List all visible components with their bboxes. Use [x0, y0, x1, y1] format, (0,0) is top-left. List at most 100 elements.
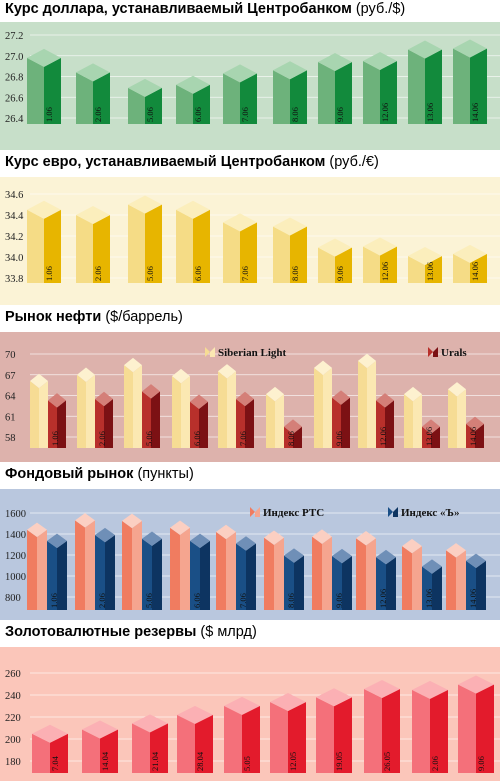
- bar-a-side: [37, 529, 47, 610]
- x-tick-label: 1.06: [44, 266, 54, 281]
- bar-top: [273, 61, 307, 80]
- x-tick-label: 7.06: [240, 107, 250, 122]
- bar-b-front: [466, 423, 475, 448]
- bar-a-side: [133, 365, 142, 448]
- x-tick-label: 13.06: [424, 589, 434, 608]
- bar-a-front: [358, 360, 367, 448]
- bar-group: [75, 513, 115, 610]
- bar-a-front: [170, 527, 180, 610]
- bar-a-top: [77, 367, 95, 382]
- bar-front: [412, 689, 430, 773]
- bar-side: [93, 72, 110, 124]
- bar-group: [128, 78, 162, 124]
- bar-a-front: [312, 536, 322, 610]
- bar-a-front: [266, 394, 275, 448]
- bar-b-top: [236, 391, 254, 407]
- bar-top: [224, 696, 260, 715]
- panel-title: Золотовалютные резервы ($ млрд): [5, 624, 257, 640]
- bar-b-side: [151, 391, 160, 448]
- bar-front: [318, 247, 335, 283]
- bar-top: [76, 206, 110, 224]
- bar-top: [316, 688, 352, 707]
- bar-a-top: [172, 368, 190, 384]
- bar-b-side: [476, 560, 486, 610]
- bar-b-front: [95, 535, 105, 610]
- bar-b-front: [376, 557, 386, 610]
- x-tick-label: 8.06: [290, 266, 300, 281]
- bar-front: [27, 57, 44, 125]
- bar-group: [316, 688, 352, 773]
- bar-a-side: [323, 367, 332, 448]
- y-tick-label: 260: [5, 669, 21, 680]
- bar-group: [27, 48, 61, 125]
- bar-group: [266, 386, 302, 448]
- bar-a-side: [366, 538, 376, 610]
- bar-side: [240, 222, 257, 283]
- bar-b-front: [236, 543, 246, 610]
- x-tick-label: 5.06: [145, 266, 155, 281]
- bar-side: [470, 48, 487, 124]
- bar-front: [223, 222, 240, 283]
- bar-a-side: [412, 546, 422, 610]
- bar-top: [408, 246, 442, 265]
- bar-group: [122, 513, 162, 610]
- panel-stock-market: Фондовый рынок (пункты) 1600 1400 1200 1000…: [0, 465, 500, 620]
- bar-front: [128, 204, 145, 283]
- x-tick-label: 6.06: [193, 107, 203, 122]
- panel-title: Курс доллара, устанавливаемый Центробанк…: [5, 1, 406, 17]
- bar-b-front: [376, 400, 385, 448]
- bar-group: [76, 63, 110, 124]
- legend-swatch-a: [250, 507, 255, 517]
- bar-a-side: [132, 520, 142, 610]
- bar-a-front: [30, 380, 39, 448]
- bar-a-side: [226, 531, 236, 610]
- bar-top: [128, 78, 162, 97]
- bar-a-top: [448, 382, 466, 397]
- bar-front: [363, 246, 380, 283]
- bar-front: [128, 87, 145, 124]
- bar-front: [176, 209, 193, 283]
- bar-b-top: [48, 393, 66, 408]
- legend-label: Urals: [441, 347, 467, 359]
- y-tick-label: 180: [5, 757, 21, 768]
- bar-b-front: [190, 401, 199, 448]
- panel-title: Рынок нефти ($/баррель): [5, 309, 183, 325]
- bar-front: [76, 72, 93, 124]
- bar-group: [224, 696, 260, 773]
- bar-side: [288, 702, 306, 773]
- usd-rate-chart: 27.2 27.0 26.8 26.6 26.4 1.06 2.06 5.06 6.06 7.06…: [0, 22, 500, 150]
- bar-a-front: [124, 365, 133, 448]
- bar-group: [363, 237, 397, 283]
- bar-group: [82, 720, 118, 773]
- bar-side: [290, 70, 307, 124]
- y-tick-label: 1400: [5, 530, 26, 541]
- bar-a-top: [30, 373, 48, 389]
- bar-b-top: [466, 416, 484, 432]
- bar-group: [273, 61, 307, 124]
- bar-a-front: [264, 537, 274, 610]
- x-tick-label: 2.06: [97, 593, 107, 608]
- x-tick-label: 9.06: [334, 593, 344, 608]
- y-tick-label: 1600: [5, 509, 26, 520]
- x-tick-label: 14.06: [470, 262, 480, 281]
- bar-front: [363, 60, 380, 124]
- bar-b-side: [105, 535, 115, 610]
- bar-group: [76, 206, 110, 283]
- x-tick-label: 14.06: [468, 427, 478, 446]
- x-tick-label: 8.06: [286, 431, 296, 446]
- x-tick-label: 12.06: [378, 589, 388, 608]
- bar-a-front: [122, 520, 132, 610]
- panel-usd-rate: Курс доллара, устанавливаемый Центробанк…: [0, 0, 500, 150]
- y-tick-label: 800: [5, 593, 21, 604]
- bar-a-top: [266, 386, 284, 402]
- bar-b-side: [200, 540, 210, 610]
- bar-top: [132, 714, 168, 733]
- bar-a-front: [402, 546, 412, 610]
- bar-group: [176, 75, 210, 124]
- bar-a-top: [312, 529, 332, 544]
- bar-top: [412, 680, 448, 699]
- x-tick-label: 12.06: [380, 262, 390, 281]
- y-tick-label: 33.8: [5, 274, 23, 285]
- x-tick-label: 2.06: [93, 266, 103, 281]
- x-tick-label: 14.06: [470, 103, 480, 122]
